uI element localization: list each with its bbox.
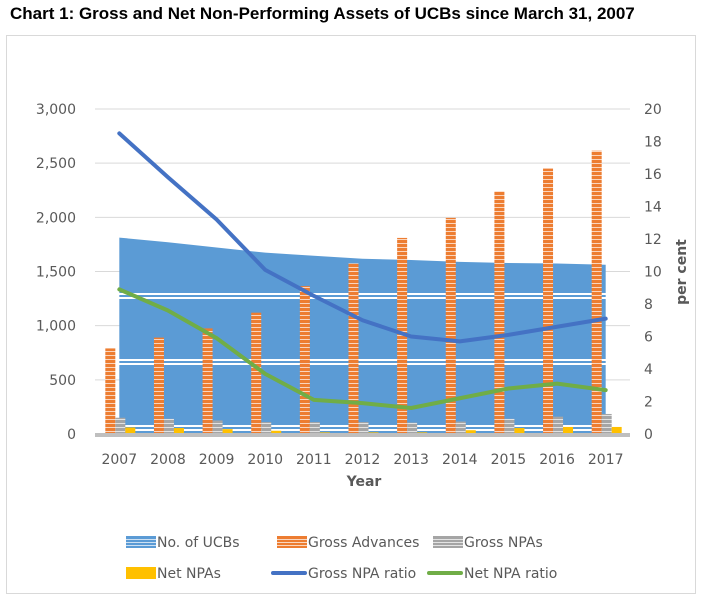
legend-label: Gross NPA ratio	[308, 566, 416, 582]
legend-label: Gross Advances	[308, 535, 419, 551]
legend: No. of UCBs Gross Advances Gross NPAs Net N…	[126, 535, 557, 582]
y2-tick-label: 10	[644, 265, 662, 281]
x-tick-label: 2015	[491, 452, 527, 468]
legend-swatch-stripe	[126, 539, 156, 540]
legend-swatch-stripe	[126, 542, 156, 543]
legend-swatch	[126, 567, 156, 579]
bar-gross-npas-2014	[455, 421, 466, 434]
legend-item-gross-npas: Gross NPAs	[433, 535, 543, 551]
bar-gross-advances-2013	[397, 237, 408, 434]
x-tick-label: 2012	[345, 452, 381, 468]
x-axis: 2007 2008 2009 2010 2011 2012 2013 2014 2015 2016…	[101, 452, 623, 468]
chart-title: Chart 1: Gross and Net Non-Performing As…	[10, 4, 635, 23]
x-axis-label: Year	[346, 474, 382, 490]
y2-axis-label: per cent	[674, 239, 690, 305]
bar-gross-npas-2011	[309, 422, 320, 434]
bar-net-npas-2014	[465, 430, 476, 434]
y-axis-left: 0 500 1,000 1,500 2,000 2,500 3,000	[36, 102, 76, 443]
x-tick-label: 2008	[150, 452, 186, 468]
x-tick-label: 2010	[247, 452, 283, 468]
bar-gross-advances-2015	[494, 191, 505, 434]
y2-tick-label: 20	[644, 102, 662, 118]
x-tick-label: 2007	[101, 452, 137, 468]
bar-gross-advances-2008	[153, 337, 164, 434]
y-tick-label: 2,500	[36, 156, 76, 172]
y2-tick-label: 4	[644, 362, 653, 378]
bar-gross-npas-2017	[601, 413, 612, 434]
bar-gross-advances-2007	[105, 348, 116, 434]
line-net-npa-ratio	[117, 287, 608, 410]
line-gross-npa-ratio	[117, 131, 608, 344]
y2-tick-label: 2	[644, 395, 653, 411]
area-no-of-ucbs	[119, 237, 606, 434]
bar-gross-advances-2012	[348, 263, 359, 434]
y-tick-label: 2,000	[36, 210, 76, 226]
area-layer	[119, 237, 606, 434]
bar-net-npas-2016	[563, 426, 574, 434]
bar-gross-advances-2017	[591, 150, 602, 435]
bar-gross-npas-2015	[504, 418, 515, 434]
bar-gross-advances-2016	[543, 168, 554, 435]
bar-gross-advances-2010	[251, 312, 262, 434]
bar-net-npas-2009	[222, 429, 233, 434]
bar-net-npas-2015	[514, 428, 525, 434]
legend-item-net-npas: Net NPAs	[126, 566, 221, 582]
bar-gross-npas-2013	[407, 422, 418, 434]
bar-net-npas-2007	[125, 427, 136, 434]
x-axis-baseline	[95, 433, 630, 437]
chart-frame	[6, 35, 696, 594]
bars-layer	[95, 150, 630, 437]
bar-gross-npas-2016	[553, 416, 564, 434]
legend-label: Gross NPAs	[464, 535, 543, 551]
y2-tick-label: 6	[644, 330, 653, 346]
legend-label: Net NPA ratio	[464, 566, 557, 582]
legend-label: Net NPAs	[157, 566, 221, 582]
x-tick-label: 2011	[296, 452, 332, 468]
legend-label: No. of UCBs	[157, 535, 240, 551]
legend-swatch-stripe	[277, 542, 307, 543]
legend-item-net-npa-ratio: Net NPA ratio	[427, 566, 557, 582]
y2-tick-label: 18	[644, 135, 662, 151]
legend-swatch-stripe	[277, 545, 307, 546]
x-tick-label: 2017	[588, 452, 624, 468]
y2-tick-label: 8	[644, 297, 653, 313]
y-tick-label: 3,000	[36, 102, 76, 118]
x-tick-label: 2016	[539, 452, 575, 468]
bar-gross-npas-2012	[358, 422, 369, 434]
bar-gross-npas-2009	[212, 420, 223, 434]
legend-item-gross-npa-ratio: Gross NPA ratio	[271, 566, 416, 582]
y-axis-right: 0 2 4 6 8 10 12 14 16 18 20	[644, 102, 662, 443]
legend-swatch-stripe	[433, 542, 463, 543]
bar-gross-npas-2010	[261, 422, 272, 434]
y-tick-label: 500	[49, 373, 76, 389]
x-tick-label: 2014	[442, 452, 478, 468]
y-tick-label: 1,000	[36, 319, 76, 335]
bar-gross-npas-2008	[163, 418, 174, 434]
bar-gross-advances-2009	[202, 328, 213, 434]
bar-gross-advances-2014	[445, 217, 456, 434]
legend-item-no-of-ucbs: No. of UCBs	[126, 535, 240, 551]
bar-net-npas-2010	[271, 430, 282, 434]
y2-tick-label: 16	[644, 167, 662, 183]
legend-swatch-stripe	[433, 545, 463, 546]
y-tick-label: 0	[67, 427, 76, 443]
bar-gross-advances-2011	[299, 286, 310, 434]
bar-net-npas-2008	[173, 428, 184, 434]
bar-gross-npas-2007	[115, 417, 126, 434]
x-tick-label: 2009	[199, 452, 235, 468]
legend-swatch-stripe	[126, 545, 156, 546]
y2-tick-label: 0	[644, 427, 653, 443]
y-tick-label: 1,500	[36, 265, 76, 281]
x-tick-label: 2013	[393, 452, 429, 468]
y2-tick-label: 12	[644, 232, 662, 248]
bar-net-npas-2017	[611, 426, 622, 434]
legend-swatch-stripe	[277, 539, 307, 540]
y2-tick-label: 14	[644, 200, 662, 216]
lines-layer	[117, 131, 608, 410]
legend-swatch-stripe	[433, 539, 463, 540]
legend-item-gross-advances: Gross Advances	[277, 535, 419, 551]
